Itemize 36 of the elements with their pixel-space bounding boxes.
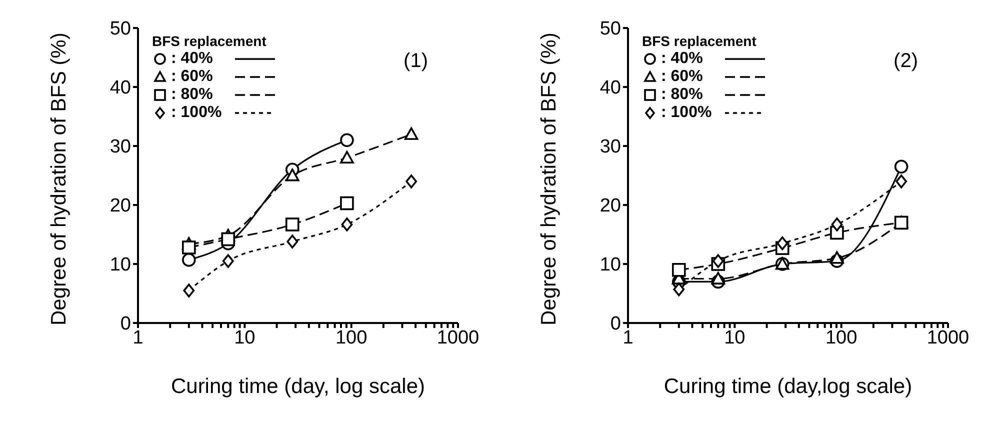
y-tick-label: 50: [600, 18, 621, 40]
y-tick-label: 50: [110, 18, 131, 40]
legend-title: BFS replacement: [642, 32, 758, 50]
x-axis-title: Curing time (day, log scale): [170, 375, 426, 398]
legend-label: : 40%: [661, 50, 704, 68]
y-tick-label: 30: [600, 136, 621, 158]
x-tick-label: 1000: [926, 327, 970, 348]
annotation: (1): [404, 50, 428, 73]
legend-label: : 40%: [171, 50, 214, 68]
y-axis-title: Degree of hydration of BFS (%): [537, 32, 560, 326]
x-tick-label: 100: [335, 327, 368, 348]
x-axis-title: Curing time (day,log scale): [664, 375, 912, 398]
x-tick-label: 100: [825, 327, 858, 348]
x-tick-label: 10: [234, 327, 256, 348]
annotation: (2): [894, 50, 918, 73]
legend-label: : 60%: [661, 68, 704, 86]
legend-label: : 60%: [171, 68, 214, 86]
y-tick-label: 40: [600, 78, 621, 99]
x-tick-label: 1000: [436, 327, 480, 348]
x-tick-label: 1: [132, 327, 144, 348]
x-tick-label: 10: [724, 327, 746, 348]
legend-label: : 80%: [661, 86, 704, 104]
y-tick-label: 0: [120, 314, 131, 335]
legend-title: BFS replacement: [152, 32, 268, 50]
y-tick-label: 40: [110, 78, 131, 99]
x-tick-label: 1: [622, 327, 634, 348]
y-tick-label: 0: [610, 314, 621, 335]
legend-label: : 80%: [171, 86, 214, 104]
legend-label: : 100%: [171, 104, 223, 122]
y-tick-label: 20: [110, 196, 131, 217]
legend-label: : 100%: [661, 104, 713, 122]
y-tick-label: 30: [110, 136, 131, 158]
y-tick-label: 20: [600, 196, 621, 217]
y-tick-label: 10: [110, 254, 131, 276]
y-tick-label: 10: [600, 254, 621, 276]
y-axis-title: Degree of hydration of BFS (%): [47, 32, 70, 326]
